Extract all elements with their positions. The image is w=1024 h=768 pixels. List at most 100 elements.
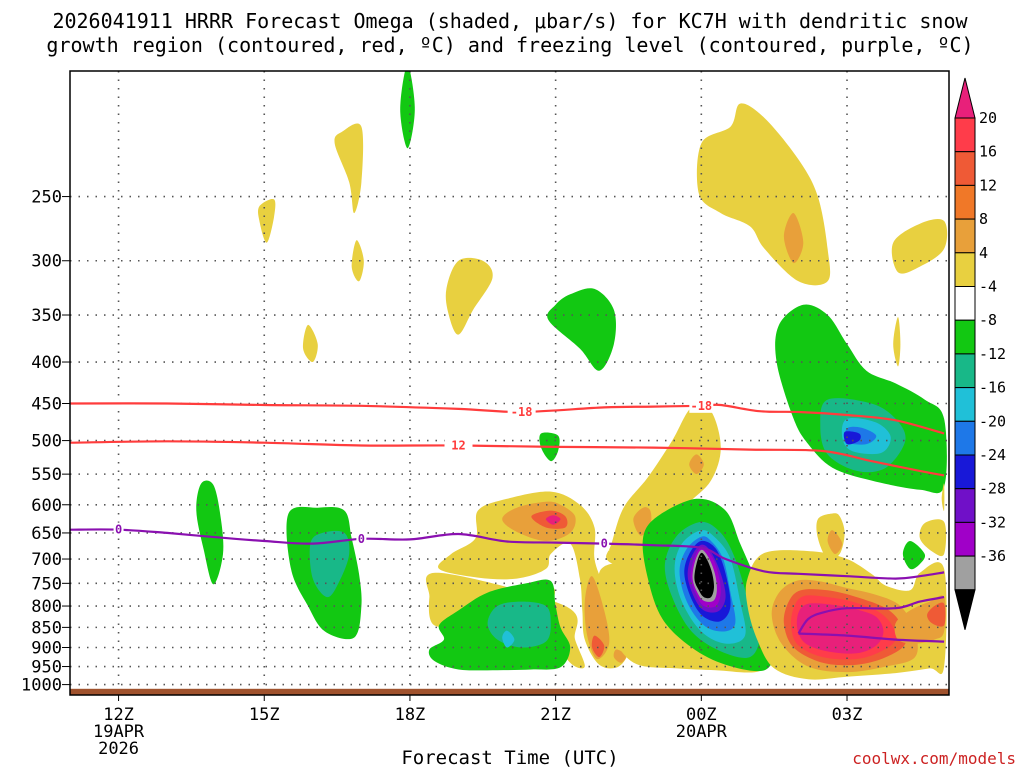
colorbar-label-8: -16 — [979, 379, 1006, 397]
omega-region-b11 — [891, 219, 948, 274]
plot-frame — [69, 70, 950, 696]
y-tick-650: 650 — [31, 524, 62, 544]
colorbar-bin-9 — [954, 420, 976, 456]
colorbar-label-9: -20 — [979, 412, 1006, 430]
freeze-label-bg — [356, 531, 367, 546]
y-tick-250: 250 — [31, 188, 62, 208]
omega-region-b12 — [893, 317, 901, 367]
omega-region-b5 — [302, 324, 318, 363]
y-tick-750: 750 — [31, 574, 62, 594]
omega-region-b13 — [775, 304, 947, 494]
x-tick-12Z: 12Z — [103, 705, 134, 725]
y-tick-700: 700 — [31, 550, 62, 570]
x-tick-21Z: 21Z — [540, 705, 571, 725]
colorbar-bin-4 — [954, 252, 976, 288]
omega-region-b28 — [694, 552, 715, 599]
freeze-label-bg — [113, 522, 124, 537]
chart-title-line-1: 2026041911 HRRR Forecast Omega (shaded, … — [52, 9, 968, 33]
contour-fz-0b — [797, 596, 945, 635]
colorbar-label-0: 20 — [979, 109, 997, 127]
contour-label-bg — [444, 438, 473, 453]
credit-text: coolwx.com/models — [852, 749, 1016, 768]
omega-region-b3 — [334, 123, 364, 214]
omega-region-b7 — [547, 288, 617, 371]
y-tick-500: 500 — [31, 432, 62, 452]
x-axis-label: Forecast Time (UTC) — [401, 747, 618, 768]
colorbar-label-10: -24 — [979, 446, 1006, 464]
omega-region-b16d — [545, 515, 561, 525]
x-tick-date-00Z: 20APR — [676, 722, 728, 742]
colorbar-bin-13 — [954, 555, 976, 591]
omega-region-b16f — [591, 635, 605, 658]
colorbar-label-1: 16 — [979, 143, 997, 161]
omega-region-b1 — [400, 71, 415, 149]
omega-region-b29c — [827, 530, 843, 555]
y-tick-300: 300 — [31, 252, 62, 272]
omega-region-b9 — [196, 480, 224, 585]
contour-lines: -18 12 -18 0 0 0 — [70, 398, 945, 643]
y-tick-850: 850 — [31, 618, 62, 638]
contour-fz-0 — [70, 528, 945, 580]
omega-region-b29d — [919, 519, 947, 557]
omega-region-b34b — [927, 602, 946, 627]
freeze-label-1: 0 — [358, 532, 365, 546]
x-tick-03Z: 03Z — [832, 705, 863, 725]
y-tick-1000: 1000 — [21, 676, 62, 696]
contour-dgz-12 — [70, 440, 945, 477]
colorbar-bin-6 — [954, 319, 976, 355]
plot-area: -18 12 -18 0 0 0 — [70, 71, 949, 695]
y-tick-550: 550 — [31, 465, 62, 485]
contour-dgz-18 — [70, 402, 945, 435]
chart-title-line-2: growth region (contoured, red, ºC) and f… — [46, 33, 973, 57]
ground-layer — [70, 688, 949, 695]
colorbar-bin-10 — [954, 454, 976, 490]
colorbar-label-3: 8 — [979, 210, 988, 228]
y-tick-600: 600 — [31, 496, 62, 516]
colorbar-label-6: -8 — [979, 311, 997, 329]
colorbar-label-7: -12 — [979, 345, 1006, 363]
colorbar-bin-7 — [954, 353, 976, 389]
y-tick-800: 800 — [31, 597, 62, 617]
colorbar-bottom-cap — [954, 589, 976, 630]
contour-label-dgz-12: 12 — [451, 438, 465, 452]
y-tick-900: 900 — [31, 639, 62, 659]
x-tick-year-12Z: 2026 — [98, 739, 139, 759]
freeze-label-0: 0 — [115, 523, 122, 537]
omega-region-b14b — [309, 530, 350, 598]
y-tick-350: 350 — [31, 306, 62, 326]
omega-region-b18c — [502, 630, 515, 648]
colorbar-label-11: -28 — [979, 480, 1006, 498]
colorbar-bin-11 — [954, 488, 976, 523]
colorbar-label-2: 12 — [979, 176, 997, 194]
colorbar-bin-0 — [954, 117, 976, 153]
colorbar-bin-1 — [954, 151, 976, 186]
colorbar-bin-5 — [954, 286, 976, 321]
colorbar-label-5: -4 — [979, 278, 997, 296]
colorbar-label-13: -36 — [979, 547, 1006, 565]
freeze-label-bg — [599, 536, 610, 551]
freeze-label-2: 0 — [601, 537, 608, 551]
x-tick-18Z: 18Z — [395, 705, 426, 725]
colorbar-bin-8 — [954, 387, 976, 422]
omega-region-b4 — [351, 240, 364, 282]
omega-region-b33 — [796, 603, 884, 654]
y-tick-450: 450 — [31, 394, 62, 414]
colorbar-bin-3 — [954, 218, 976, 254]
contour-label-bg — [689, 398, 714, 413]
omega-region-b16e — [584, 576, 610, 660]
contour-label-bg — [507, 404, 536, 419]
omega-region-b2 — [258, 199, 276, 243]
x-tick-15Z: 15Z — [249, 705, 280, 725]
omega-region-b36 — [902, 541, 926, 570]
omega-region-b6 — [445, 257, 493, 335]
y-tick-950: 950 — [31, 658, 62, 678]
omega-region-b13e — [843, 431, 861, 445]
contour-label-dgz-18-b: -18 — [690, 399, 712, 413]
grid-lines — [70, 71, 949, 695]
x-tick-00Z: 00Z — [686, 705, 717, 725]
y-tick-400: 400 — [31, 353, 62, 373]
colorbar: 20 16 12 8 4 -4 -8 -12 -16 -20 -24 -28 -32 -36 — [954, 77, 1006, 630]
omega-region-b15b — [689, 454, 704, 475]
